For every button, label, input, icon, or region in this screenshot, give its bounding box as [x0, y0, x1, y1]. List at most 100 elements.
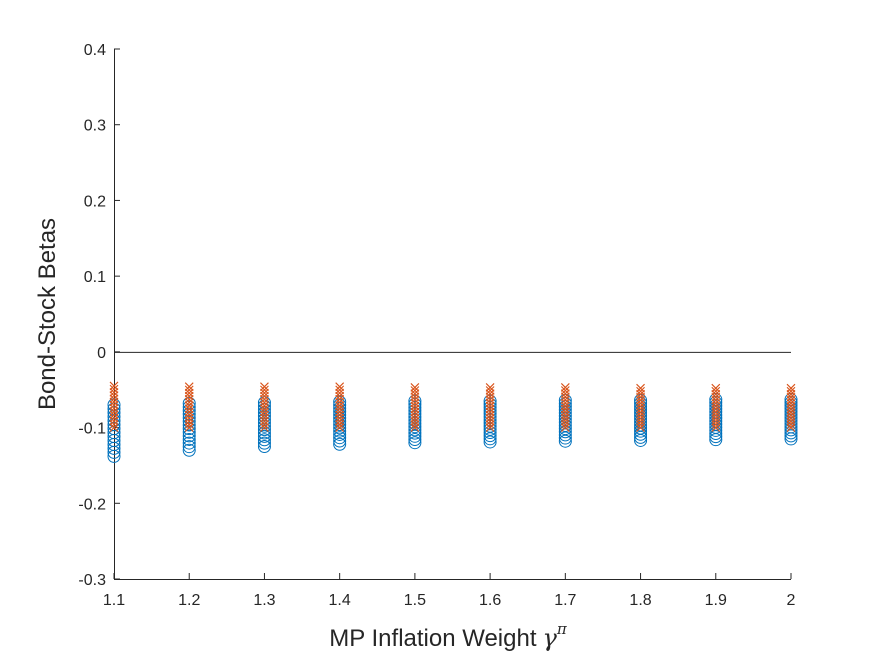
- x-mark-point: [184, 410, 194, 420]
- circle-point: [257, 412, 271, 426]
- circle-point: [483, 432, 497, 446]
- x-mark-point: [260, 401, 269, 410]
- x-mark-point: [711, 386, 721, 396]
- x-mark-point: [335, 401, 345, 410]
- circle-point: [483, 416, 497, 430]
- x-axis-title-symbol: γ: [543, 624, 558, 652]
- circle-point: [558, 425, 572, 439]
- x-mark-point: [410, 407, 420, 417]
- x-mark-point: [335, 416, 345, 426]
- circle-point: [408, 429, 422, 443]
- circle-point: [408, 413, 422, 427]
- x-series: [109, 381, 796, 432]
- circle-point: [558, 422, 572, 436]
- x-mark-point: [260, 420, 269, 429]
- x-mark-point: [184, 394, 194, 404]
- x-mark-point: [109, 413, 119, 423]
- x-mark-point: [260, 398, 269, 407]
- x-mark-point: [410, 386, 420, 395]
- x-axis-title: MP Inflation Weight γπ: [329, 620, 568, 652]
- x-tick-label: 2: [787, 592, 796, 609]
- x-mark-point: [184, 416, 194, 426]
- circle-point: [257, 419, 271, 433]
- x-mark-point: [786, 383, 796, 393]
- x-mark-point: [335, 420, 345, 429]
- x-mark-point: [260, 388, 269, 398]
- circle-point: [408, 397, 422, 411]
- circle-point: [257, 409, 271, 423]
- x-mark-point: [260, 416, 269, 426]
- x-mark-point: [410, 398, 420, 408]
- x-mark-point: [184, 420, 194, 429]
- circle-point: [333, 437, 347, 451]
- x-mark-point: [184, 401, 194, 410]
- x-mark-point: [410, 401, 420, 411]
- x-mark-point: [560, 417, 570, 426]
- x-mark-point: [485, 398, 495, 408]
- x-mark-point: [335, 410, 345, 420]
- circle-point: [182, 400, 196, 414]
- circle-point: [483, 397, 497, 411]
- y-tick-label: 0.2: [84, 193, 106, 210]
- x-mark-point: [410, 423, 420, 432]
- x-mark-point: [560, 404, 570, 414]
- x-mark-point: [109, 384, 119, 394]
- y-tick-label: 0.3: [84, 118, 106, 135]
- x-mark-point: [485, 420, 495, 429]
- circle-point: [483, 413, 497, 427]
- y-tick-label: -0.3: [78, 572, 106, 589]
- y-tick-group: -0.3 -0.2 -0.1 0 0.1 0.2 0.3 0.4: [78, 42, 120, 589]
- circle-point: [558, 428, 572, 442]
- x-mark-point: [335, 404, 345, 414]
- x-mark-point: [109, 407, 119, 416]
- x-mark-point: [260, 407, 269, 417]
- x-mark-point: [410, 420, 420, 429]
- circle-point: [257, 440, 271, 453]
- circle-point: [182, 432, 196, 446]
- x-mark-point: [109, 397, 119, 407]
- x-mark-point: [560, 398, 570, 408]
- x-mark-point: [335, 394, 345, 404]
- circle-point: [182, 404, 196, 418]
- circle-point: [408, 416, 422, 430]
- x-mark-point: [560, 395, 570, 405]
- x-mark-point: [711, 383, 721, 393]
- circle-point: [408, 436, 422, 450]
- x-mark-point: [560, 389, 570, 399]
- x-mark-point: [560, 423, 570, 432]
- circle-point: [257, 416, 271, 430]
- x-mark-point: [184, 398, 194, 407]
- y-axis-title: Bond-Stock Betas: [34, 218, 61, 410]
- x-mark-point: [109, 391, 119, 400]
- x-mark-point: [260, 394, 269, 404]
- circle-point: [558, 431, 572, 445]
- circle-point: [182, 440, 196, 454]
- x-tick-label: 1.4: [329, 592, 351, 609]
- x-mark-point: [485, 423, 495, 432]
- circle-point: [333, 434, 347, 448]
- x-mark-point: [485, 417, 495, 426]
- circle-point: [333, 431, 347, 445]
- x-mark-point: [410, 395, 420, 405]
- x-mark-point: [485, 392, 495, 402]
- circle-point: [408, 400, 422, 414]
- circle-point: [483, 394, 497, 408]
- x-axis-title-text: MP Inflation Weight: [329, 625, 537, 652]
- x-mark-point: [335, 385, 345, 395]
- x-tick-label: 1.2: [178, 592, 200, 609]
- x-mark-point: [335, 388, 345, 398]
- x-mark-point: [636, 383, 645, 393]
- circle-point: [333, 427, 347, 441]
- x-mark-point: [485, 401, 495, 411]
- x-mark-point: [335, 413, 345, 423]
- x-mark-point: [260, 404, 269, 414]
- series-group: [107, 381, 798, 463]
- x-mark-point: [335, 423, 345, 432]
- x-tick-label: 1.3: [253, 592, 275, 609]
- circle-point: [182, 425, 196, 439]
- circle-point: [408, 394, 422, 408]
- x-tick-label: 1.6: [479, 592, 501, 609]
- x-mark-point: [260, 391, 269, 401]
- circle-point: [558, 418, 572, 432]
